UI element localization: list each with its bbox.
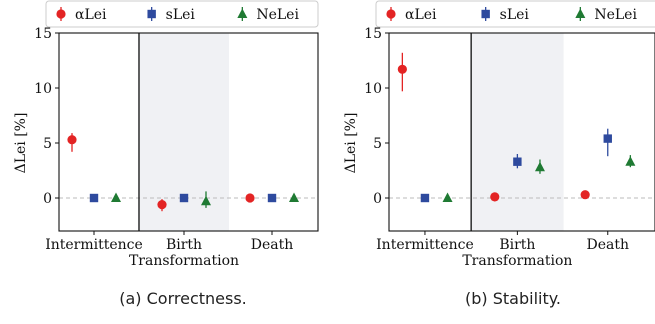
legend-marker-lei [56,9,66,19]
data-point-lei [67,135,77,145]
legend-box [375,0,655,28]
legend-label-slei: sLei [166,7,196,23]
legend-marker-lei [386,9,396,19]
legend-marker-slei [481,9,490,19]
x-axis-label: Transformation [462,253,572,269]
chart-stability: 0 5 10 15 ΔLei [%] Intermittence Birth Death Tra… [343,0,655,269]
data-point-lei [157,200,167,210]
legend-marker-nelei [237,8,248,18]
x-tick-label-intermittence: Intermittence [376,237,474,253]
y-tick-label: 10 [34,81,52,97]
shaded-band [470,33,564,231]
caption-stability: (b) Stability. [465,289,561,308]
legend-label-lei: αLei [405,7,437,23]
caption-correctness: (a) Correctness. [119,289,247,308]
legend-label-nelei: NeLei [256,7,299,23]
y-tick-label: 15 [34,26,52,42]
legend-marker-slei [147,9,156,19]
data-point-slei [603,134,612,143]
legend-label-lei: αLei [75,7,107,23]
legend-box [45,0,319,28]
data-point-lei [245,193,255,203]
legend: αLei sLei NeLei [45,0,319,28]
data-point-lei [580,190,590,200]
y-tick-label: 5 [43,136,52,152]
plot-frame [388,32,655,232]
data-point-lei [397,64,407,74]
legend-label-nelei: NeLei [594,7,637,23]
x-tick-label-birth: Birth [499,237,535,253]
data-point-nelei [201,195,211,206]
y-tick-label: 0 [373,191,382,207]
y-tick-label: 15 [364,26,382,42]
chart-correctness: 0 5 10 15 ΔLei [%] Intermittence Birth Death Tra… [13,0,319,269]
legend: αLei sLei NeLei [375,0,655,28]
plot-frame [58,32,319,232]
y-tick-label: 10 [364,81,382,97]
y-axis-label: ΔLei [%] [13,113,29,174]
x-axis-label: Transformation [129,253,239,269]
data-point-slei [179,193,189,203]
x-tick-label-death: Death [251,237,294,253]
data-point-slei [420,193,430,203]
x-tick-label-birth: Birth [166,237,202,253]
y-tick-label: 5 [373,136,382,152]
data-point-lei [490,192,500,202]
x-tick-label-intermittence: Intermittence [45,237,143,253]
y-tick-label: 0 [43,191,52,207]
data-point-slei [89,193,99,203]
data-point-nelei [534,161,545,172]
data-point-nelei [111,192,121,202]
data-point-slei [513,157,522,166]
y-axis-label: ΔLei [%] [343,113,359,174]
data-point-nelei [625,156,636,166]
x-tick-label-death: Death [587,237,630,253]
legend-label-slei: sLei [500,7,530,23]
data-point-nelei [442,192,453,202]
data-point-nelei [289,192,299,202]
data-point-slei [267,193,277,203]
legend-marker-nelei [575,8,586,18]
